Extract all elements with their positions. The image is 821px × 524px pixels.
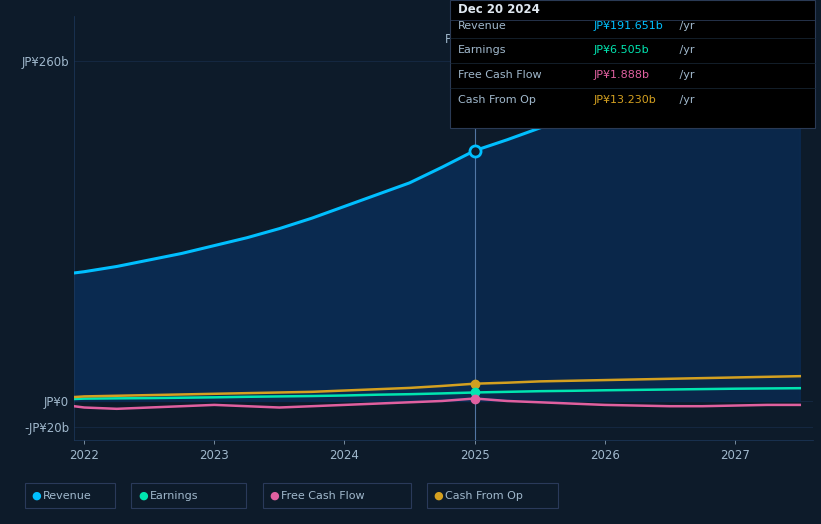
Text: Past: Past: [445, 32, 470, 46]
Text: /yr: /yr: [676, 70, 695, 80]
Text: Earnings: Earnings: [458, 46, 507, 56]
Text: Revenue: Revenue: [43, 491, 91, 501]
Text: ●: ●: [31, 490, 41, 501]
Text: JP¥1.888b: JP¥1.888b: [594, 70, 649, 80]
Text: ●: ●: [269, 490, 279, 501]
Text: /yr: /yr: [676, 21, 695, 31]
Text: ●: ●: [138, 490, 148, 501]
Text: Free Cash Flow: Free Cash Flow: [458, 70, 542, 80]
Text: Dec 20 2024: Dec 20 2024: [458, 3, 540, 16]
Text: Revenue: Revenue: [458, 21, 507, 31]
Text: Free Cash Flow: Free Cash Flow: [281, 491, 365, 501]
Text: /yr: /yr: [676, 46, 695, 56]
Text: ●: ●: [433, 490, 443, 501]
Text: Analysts Forecasts: Analysts Forecasts: [479, 32, 589, 46]
Text: Cash From Op: Cash From Op: [445, 491, 523, 501]
Text: /yr: /yr: [676, 95, 695, 105]
Text: JP¥13.230b: JP¥13.230b: [594, 95, 656, 105]
Text: JP¥6.505b: JP¥6.505b: [594, 46, 649, 56]
Text: Cash From Op: Cash From Op: [458, 95, 536, 105]
Text: Earnings: Earnings: [149, 491, 198, 501]
Text: JP¥191.651b: JP¥191.651b: [594, 21, 663, 31]
